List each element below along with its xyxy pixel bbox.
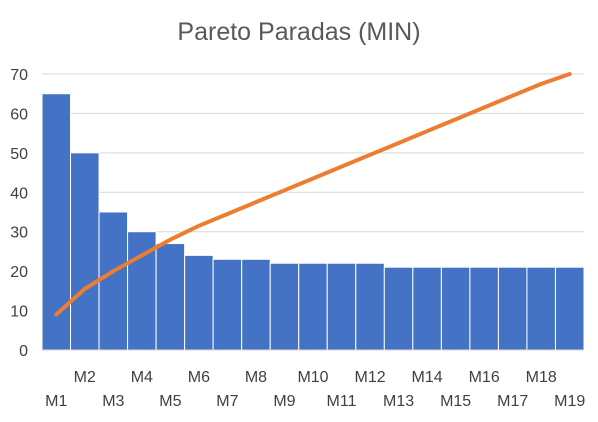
bar bbox=[184, 254, 214, 351]
x-tick-label: M5 bbox=[159, 393, 181, 410]
x-tick-label: M13 bbox=[383, 393, 414, 410]
x-tick-label: M7 bbox=[216, 393, 238, 410]
bar bbox=[269, 262, 300, 351]
cumulative-line bbox=[54, 72, 572, 317]
x-tick-label: M6 bbox=[188, 369, 210, 386]
x-tick-label: M17 bbox=[497, 393, 528, 410]
bar-series bbox=[41, 93, 585, 351]
x-tick-label: M14 bbox=[412, 369, 443, 386]
bar bbox=[241, 258, 271, 351]
bar bbox=[440, 266, 471, 351]
bar bbox=[41, 93, 72, 351]
y-tick-label: 0 bbox=[19, 343, 28, 360]
bar bbox=[469, 266, 499, 351]
bar bbox=[554, 266, 585, 351]
x-tick-label: M3 bbox=[102, 393, 124, 410]
y-tick-label: 40 bbox=[10, 185, 28, 202]
y-axis: 0 10 20 30 40 50 60 70 bbox=[10, 67, 28, 360]
bar bbox=[155, 243, 186, 351]
x-tick-label: M1 bbox=[45, 393, 67, 410]
line-series bbox=[54, 72, 572, 317]
y-tick-label: 50 bbox=[10, 146, 28, 163]
bar bbox=[98, 211, 129, 351]
y-tick-label: 20 bbox=[10, 264, 28, 281]
x-tick-label: M2 bbox=[74, 369, 96, 386]
bar bbox=[355, 262, 385, 351]
x-tick-label: M10 bbox=[297, 369, 328, 386]
bar bbox=[526, 266, 556, 351]
bar bbox=[412, 266, 442, 351]
y-tick-label: 10 bbox=[10, 304, 28, 321]
x-tick-label: M12 bbox=[354, 369, 385, 386]
bar bbox=[497, 266, 528, 351]
y-tick-label: 70 bbox=[10, 67, 28, 84]
x-tick-label: M11 bbox=[327, 393, 357, 410]
x-tick-label: M8 bbox=[245, 369, 267, 386]
bar bbox=[383, 266, 414, 351]
y-tick-label: 30 bbox=[10, 225, 28, 242]
bar bbox=[298, 262, 328, 351]
x-tick-label: M18 bbox=[526, 369, 557, 386]
x-tick-label: M4 bbox=[131, 369, 153, 386]
x-tick-label: M9 bbox=[273, 393, 295, 410]
x-tick-label: M19 bbox=[554, 393, 585, 410]
x-tick-label: M15 bbox=[440, 393, 471, 410]
x-tick-label: M16 bbox=[469, 369, 500, 386]
bar bbox=[212, 258, 243, 351]
y-tick-label: 60 bbox=[10, 106, 28, 123]
bar bbox=[326, 262, 357, 351]
chart-title: Pareto Paradas (MIN) bbox=[177, 18, 421, 46]
bar bbox=[70, 152, 100, 351]
